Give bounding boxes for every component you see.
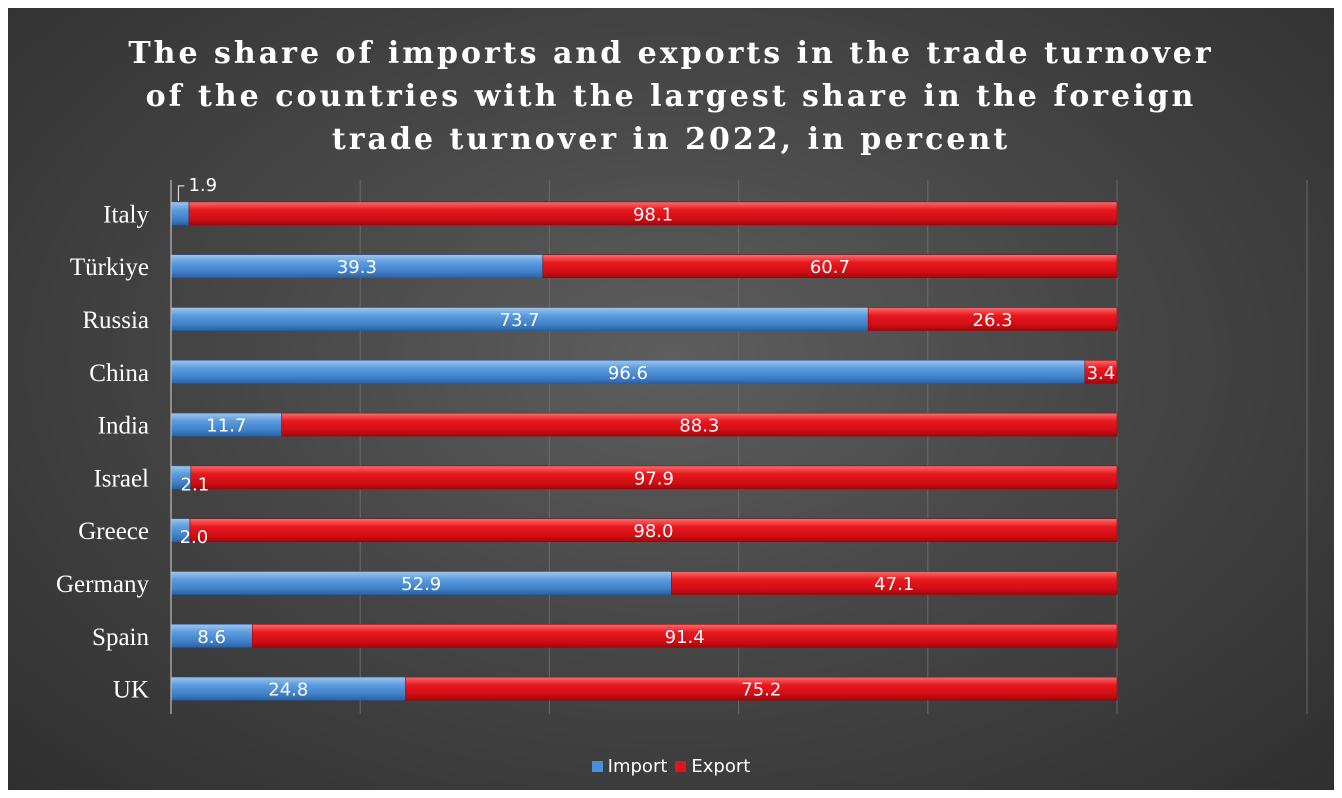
legend-item-import: Import — [591, 756, 668, 777]
chart-area: The share of imports and exports in the … — [8, 8, 1334, 790]
bar-export — [189, 518, 1118, 543]
bar-export — [671, 571, 1118, 595]
data-label: 52.9 — [401, 574, 441, 595]
bar-export — [405, 676, 1118, 701]
category-label: Greece — [78, 518, 149, 545]
bar-export — [542, 254, 1118, 278]
bar-export — [281, 412, 1118, 437]
legend-label: Export — [691, 756, 751, 777]
data-label: 75.2 — [741, 680, 781, 701]
bar-export — [252, 623, 1118, 648]
chart-title-line: of the countries with the largest share … — [145, 79, 1197, 114]
category-label: Spain — [92, 624, 149, 651]
category-label: China — [89, 360, 149, 387]
data-label: 97.9 — [634, 468, 674, 489]
bar-export — [190, 465, 1118, 490]
category-label: Germany — [56, 571, 150, 598]
data-label: 96.6 — [608, 363, 648, 384]
data-label: 60.7 — [810, 257, 850, 278]
data-label: 98.1 — [633, 204, 673, 225]
data-label: 8.6 — [197, 627, 226, 648]
data-label: 73.7 — [500, 310, 540, 331]
chart-title-line: trade turnover in 2022, in percent — [331, 122, 1011, 157]
category-label: Israel — [93, 465, 149, 492]
data-label: 91.4 — [665, 627, 705, 648]
data-label: 98.0 — [633, 521, 673, 542]
chart-plot: Italy 1.9 98.1 Türkiye 39.3 60.7 Russia 73.7 26.… — [56, 175, 1308, 714]
data-label: 24.8 — [268, 680, 308, 701]
chart-title-line: The share of imports and exports in the … — [128, 36, 1214, 71]
legend-swatch — [591, 761, 603, 772]
data-label: 39.3 — [337, 257, 377, 278]
chart-legend: Import Export — [8, 756, 1334, 777]
chart-title: The share of imports and exports in the … — [8, 32, 1334, 161]
category-label: Italy — [103, 201, 149, 228]
bar-import — [170, 201, 190, 226]
bar-export — [188, 201, 1118, 226]
legend-swatch — [675, 761, 687, 772]
bar-export — [867, 307, 1118, 331]
category-label: Russia — [82, 307, 149, 334]
legend-label: Import — [607, 756, 668, 777]
data-label: 88.3 — [679, 416, 719, 437]
data-label: 2.0 — [180, 527, 209, 548]
data-label: 47.1 — [874, 574, 914, 595]
data-label: 1.9 — [188, 175, 217, 196]
data-label: 26.3 — [973, 310, 1013, 331]
legend-item-export: Export — [675, 756, 750, 777]
leader-line — [177, 185, 185, 201]
data-label: 2.1 — [181, 474, 210, 495]
category-label: Türkiye — [70, 254, 149, 281]
category-label: UK — [113, 677, 149, 704]
category-label: India — [98, 413, 149, 440]
bar-export — [1084, 359, 1118, 384]
data-label: 3.4 — [1087, 363, 1116, 384]
data-label: 11.7 — [206, 416, 246, 437]
